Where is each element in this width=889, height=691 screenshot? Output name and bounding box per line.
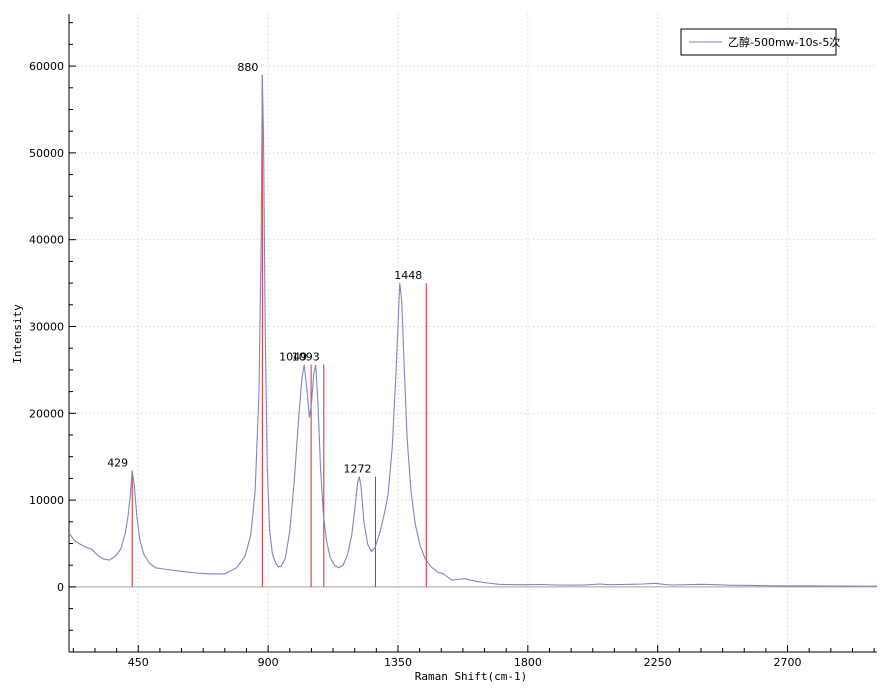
axes: 0 10000 20000 30000 40000 50000 60000 450 900 135… (29, 14, 877, 669)
series-lines (68, 74, 877, 587)
y-tick-label: 0 (57, 581, 64, 594)
peak-label: 1049 (279, 351, 307, 364)
peak-label: 1448 (394, 269, 422, 282)
x-axis-title: Raman Shift(cm-1) (415, 670, 528, 683)
x-tick-label: 900 (258, 656, 279, 669)
peak-label: 1272 (343, 463, 371, 476)
y-tick-label: 40000 (29, 234, 64, 247)
y-tick-label: 50000 (29, 147, 64, 160)
x-tick-label: 1350 (384, 656, 412, 669)
spectrum-line (68, 74, 877, 587)
legend: 乙醇-500mw-10s-5次 (680, 28, 840, 56)
x-tick-label: 2250 (644, 656, 672, 669)
x-tick-label: 1800 (514, 656, 542, 669)
y-tick-label: 60000 (29, 60, 64, 73)
y-tick-label: 10000 (29, 494, 64, 507)
y-tick-label: 20000 (29, 407, 64, 420)
grid-lines (69, 14, 877, 652)
y-axis-title: Intensity (11, 304, 24, 364)
legend-label: 乙醇-500mw-10s-5次 (728, 35, 840, 49)
legend-box (680, 28, 837, 56)
x-tick-label: 2700 (774, 656, 802, 669)
y-tick-label: 30000 (29, 320, 64, 333)
x-tick-label: 450 (128, 656, 149, 669)
peak-label: 1093 (292, 351, 320, 364)
peak-label: 880 (237, 61, 258, 74)
peak-label: 429 (107, 457, 128, 470)
peak-markers (131, 74, 427, 587)
